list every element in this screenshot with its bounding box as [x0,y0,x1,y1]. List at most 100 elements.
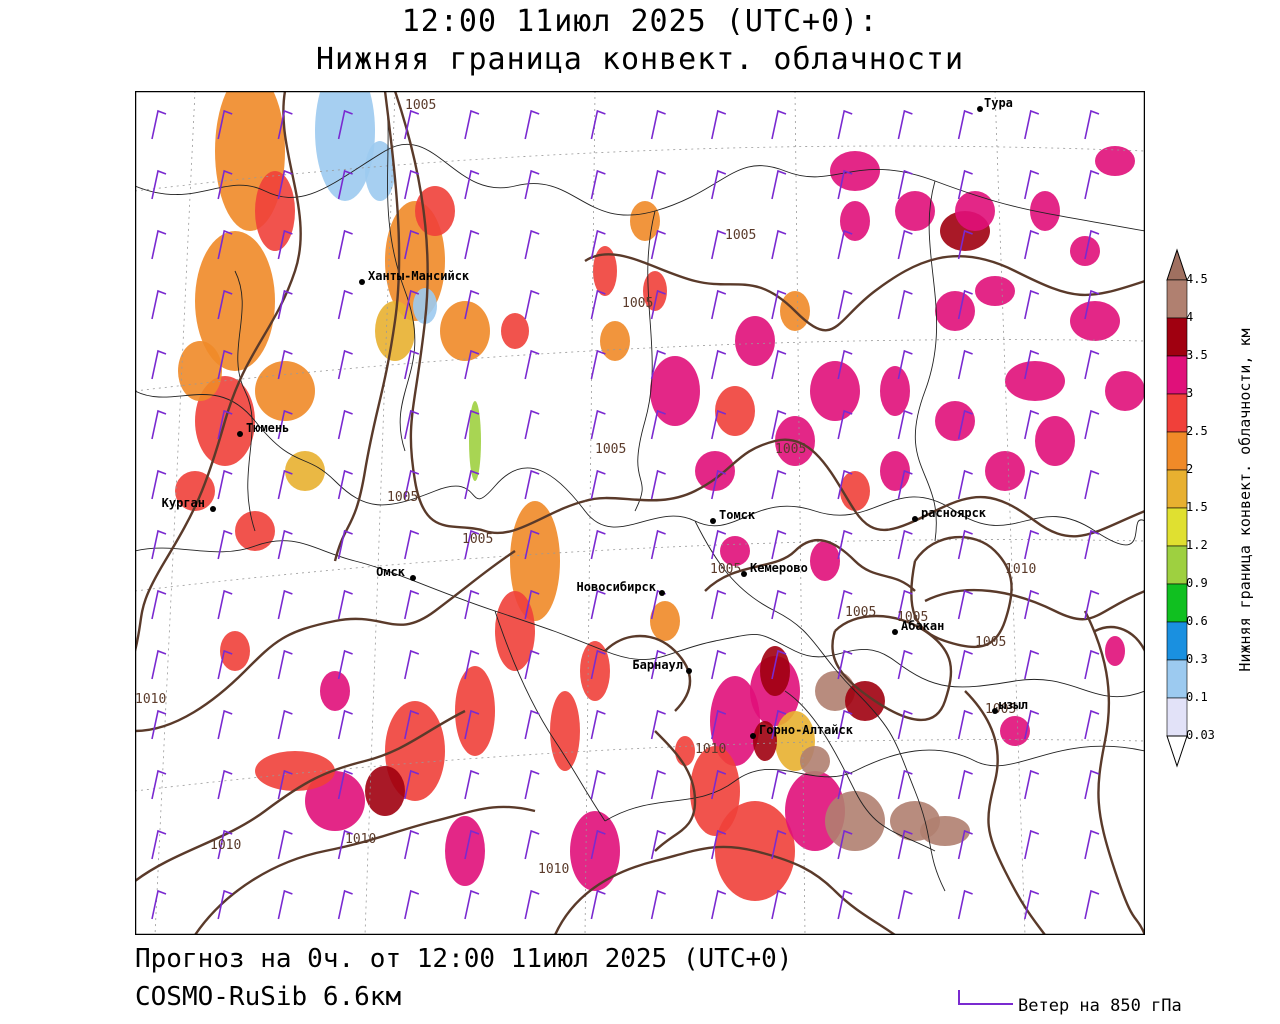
wind-barb [590,169,606,200]
wind-barb [711,169,727,200]
wind-barb [1024,289,1040,320]
wind-barb [464,469,480,500]
isobar-label: 1005 [975,635,1006,650]
wind-barb [590,889,606,920]
wind-barb [957,649,973,680]
cloud-base-area [810,541,840,581]
wind-barb [837,169,853,200]
cloud-base-area [1070,236,1100,266]
wind-barb [524,829,540,860]
wind-barb [590,649,606,680]
wind-barb [771,649,787,680]
city-dot [686,668,692,674]
city-label: Омск [376,565,406,579]
wind-barb [404,349,420,380]
wind-barb [464,889,480,920]
cloud-base-area [455,666,495,756]
wind-barb [650,769,666,800]
isobar-label: 1010 [695,742,726,757]
wind-barb [404,409,420,440]
wind-barb [1084,829,1100,860]
wind-barb [151,109,167,140]
wind-barb [217,769,233,800]
wind-barb [1024,229,1040,260]
wind-barb [464,169,480,200]
cloud-base-area [1000,716,1030,746]
cloud-base-area [320,671,350,711]
city-dot [710,518,716,524]
map-frame [135,91,1145,935]
wind-barb [217,109,233,140]
cloud-base-area [1035,416,1075,466]
wind-barb [837,769,853,800]
wind-barb [404,469,420,500]
isobar-labels: 1005 1005 1005 1005 1005 1005 1005 1005 1005 1005… [135,98,1036,877]
isobar-label: 1005 [462,532,493,547]
city-dot [977,106,983,112]
wind-barb [1024,709,1040,740]
map-title-parameter: Нижняя граница конвект. облачности [315,42,965,77]
wind-barb [1084,229,1100,260]
cloud-base-area [975,276,1015,306]
wind-barb [404,649,420,680]
wind-barb [957,349,973,380]
cloud-base-area [220,631,250,671]
cloud-base-area [255,751,335,791]
wind-barb [711,649,727,680]
colorbar-value-label: 0.6 [1186,614,1208,628]
colorbar-swatch [1166,317,1188,357]
wind-barb [590,109,606,140]
wind-barb [217,889,233,920]
cloud-base-area [880,366,910,416]
wind-barb [711,229,727,260]
wind-barb [404,229,420,260]
wind-barb [337,289,353,320]
cloud-base-area [593,246,617,296]
wind-barb [1024,769,1040,800]
wind-barb [711,349,727,380]
wind-barb [590,289,606,320]
isobar-label: 1010 [345,832,376,847]
isobar-label: 1005 [710,562,741,577]
map-title-time: 12:00 11июл 2025 (UTC+0): [401,4,879,39]
wind-barb [277,589,293,620]
wind-barb [590,469,606,500]
cloud-base-area [675,736,695,766]
cloud-base-area [650,356,700,426]
colorbar-swatch [1166,583,1188,623]
isobar-label: 1005 [985,702,1016,717]
colorbar-swatch [1166,469,1188,509]
wind-barb [1084,349,1100,380]
wind-barb [771,829,787,860]
wind-barb [1024,829,1040,860]
wind-barb [337,709,353,740]
wind-barb [151,709,167,740]
wind-barb [404,829,420,860]
wind-barb [464,769,480,800]
cloud-base-area [695,451,735,491]
wind-barb [1024,109,1040,140]
wind-barb [277,889,293,920]
wind-barb [524,169,540,200]
wind-barb [837,349,853,380]
city-dot [237,431,243,437]
wind-barb [771,469,787,500]
wind-barb [957,709,973,740]
wind-barb [151,289,167,320]
wind-barb [897,109,913,140]
wind-barb [464,289,480,320]
wind-barb [897,769,913,800]
wind-barb [404,289,420,320]
cloud-base-area [710,676,760,766]
wind-barb [711,289,727,320]
wind-barb [337,469,353,500]
wind-barb [524,709,540,740]
colorbar-swatch [1166,393,1188,433]
wind-barb [1084,889,1100,920]
forecast-map: 1005 1005 1005 1005 1005 1005 1005 1005 1005 1005… [135,91,1145,935]
isobar-label: 1005 [725,228,756,243]
wind-barb [771,769,787,800]
wind-barb [464,589,480,620]
wind-barb [337,529,353,560]
wind-barb [1084,409,1100,440]
